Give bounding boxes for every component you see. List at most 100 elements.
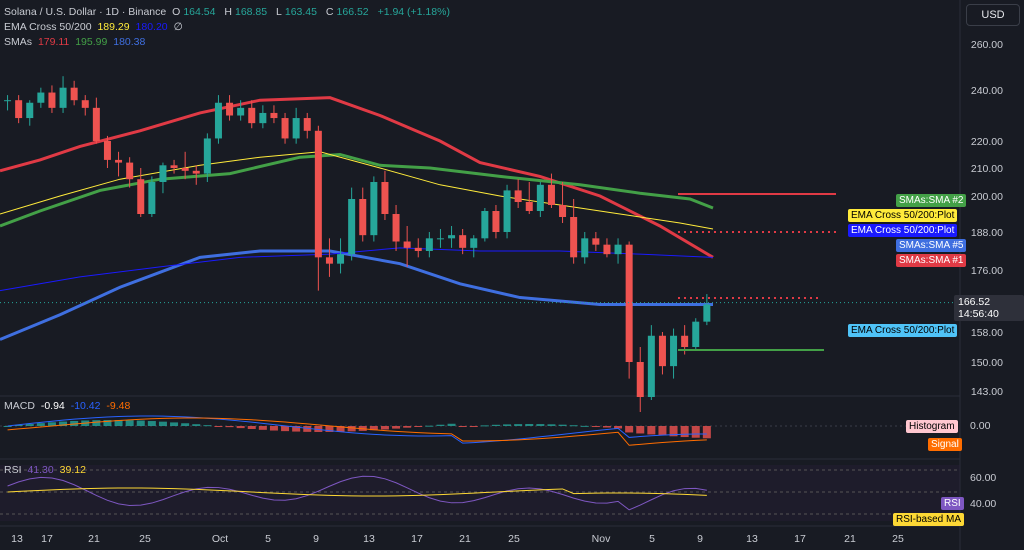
macd-histogram-bar [647, 426, 656, 435]
candle-body [92, 107, 100, 141]
candle-body [314, 130, 322, 258]
rsi-line [7, 475, 707, 511]
candle-body [159, 165, 167, 182]
time-axis-label: 21 [88, 533, 100, 545]
macd-histogram-bar [514, 424, 523, 426]
last-price-value: 166.52 [958, 296, 991, 308]
macd-histogram-bar [214, 426, 223, 427]
macd-histogram-bar [614, 426, 623, 429]
macd-histogram-bar [325, 426, 334, 432]
candle-body [37, 92, 45, 103]
candle-body [448, 235, 456, 239]
macd-legend: MACD -0.94 -10.42 -9.48 [4, 400, 133, 412]
candle-body [592, 238, 600, 245]
ohlc-open: O 164.54 [172, 6, 216, 18]
price-axis-label: 150.00 [971, 357, 1003, 369]
candle-body [337, 254, 345, 264]
rsi-tag: RSI [941, 497, 964, 510]
candle-body [414, 247, 422, 251]
macd-value-3: -9.48 [106, 400, 131, 412]
price-axis-label: 260.00 [971, 39, 1003, 51]
macd-histogram-bar [536, 424, 545, 426]
rsi-axis-60: 60.00 [970, 472, 997, 484]
candle-body [103, 141, 111, 160]
candle-body [126, 162, 134, 180]
price-axis-label: 188.00 [971, 227, 1003, 239]
macd-histogram-bar [225, 426, 234, 428]
time-axis-label: Nov [592, 533, 611, 545]
time-axis-label: 17 [794, 533, 806, 545]
histogram-tag: Histogram [906, 420, 958, 433]
candle-body [614, 244, 622, 255]
candle-body [536, 184, 544, 211]
macd-histogram-bar [414, 426, 423, 427]
sma-legend[interactable]: SMAs 179.11 195.99 180.38 [4, 36, 148, 48]
macd-histogram-bar [569, 425, 578, 427]
ema-legend-name: EMA Cross 50/200 [4, 21, 92, 33]
candle-body [436, 238, 444, 240]
ema-legend[interactable]: EMA Cross 50/200 189.29 180.20 ∅ [4, 21, 186, 33]
candle-body [370, 182, 378, 236]
macd-histogram-bar [658, 426, 667, 436]
symbol-title: Solana / U.S. Dollar · 1D · Binance [4, 6, 167, 18]
macd-histogram-bar [580, 425, 589, 427]
rsi-axis-40: 40.00 [970, 498, 997, 510]
macd-histogram-bar [258, 426, 267, 430]
time-axis-label: 17 [41, 533, 53, 545]
candle-body [681, 335, 689, 347]
macd-histogram-bar [147, 421, 156, 426]
candle-body [547, 184, 555, 205]
macd-histogram-bar [636, 426, 645, 434]
macd-histogram-bar [247, 426, 256, 430]
sma2-line [0, 152, 714, 228]
macd-histogram-bar [669, 426, 678, 437]
macd-histogram-bar [625, 426, 634, 433]
sma2-tag: SMAs:SMA #2 [896, 194, 967, 207]
price-pane [0, 0, 960, 396]
macd-histogram-bar [158, 421, 167, 426]
macd-histogram-bar [125, 420, 134, 426]
rsi-ma-line [7, 487, 707, 497]
macd-histogram-bar [525, 424, 534, 426]
macd-histogram-bar [480, 425, 489, 427]
hidden-icon[interactable]: ∅ [173, 21, 183, 33]
macd-line [7, 415, 707, 444]
time-axis-label: 9 [313, 533, 319, 545]
macd-histogram-bar [59, 421, 68, 426]
macd-value-1: -0.94 [40, 400, 65, 412]
macd-histogram-bar [691, 426, 700, 438]
price-axis-label: 176.00 [971, 265, 1003, 277]
macd-histogram-bar [103, 420, 112, 426]
time-axis-label: 5 [265, 533, 271, 545]
macd-histogram-bar [491, 424, 500, 426]
candle-body [359, 199, 367, 236]
macd-histogram-bar [547, 424, 556, 426]
macd-histogram-bar [3, 426, 12, 427]
candle-body [392, 214, 400, 242]
time-axis-label: 25 [139, 533, 151, 545]
currency-button[interactable]: USD [966, 4, 1020, 26]
candle-body [181, 168, 189, 171]
candle-body [381, 182, 389, 214]
candle-body [581, 238, 589, 258]
macd-histogram-bar [281, 426, 290, 432]
candle-body [270, 112, 278, 119]
candle-body [325, 257, 333, 264]
macd-histogram-bar [447, 423, 456, 426]
macd-histogram-bar [347, 426, 356, 432]
candle-body [237, 107, 245, 116]
sma-legend-name: SMAs [4, 36, 33, 48]
macd-histogram-bar [47, 422, 56, 426]
candle-body [492, 211, 500, 232]
macd-histogram-bar [380, 426, 389, 430]
ohlc-high: H 168.85 [224, 6, 268, 18]
macd-histogram-bar [192, 424, 201, 426]
ohlc-change: +1.94 (+1.18%) [377, 6, 450, 18]
sma5-line [0, 249, 713, 341]
macd-histogram-bar [591, 426, 600, 427]
sma5-tag: SMAs:SMA #5 [896, 239, 967, 252]
macd-histogram-bar [469, 426, 478, 427]
time-axis-label: 13 [363, 533, 375, 545]
ema50-tag: EMA Cross 50/200:Plot [848, 209, 958, 222]
